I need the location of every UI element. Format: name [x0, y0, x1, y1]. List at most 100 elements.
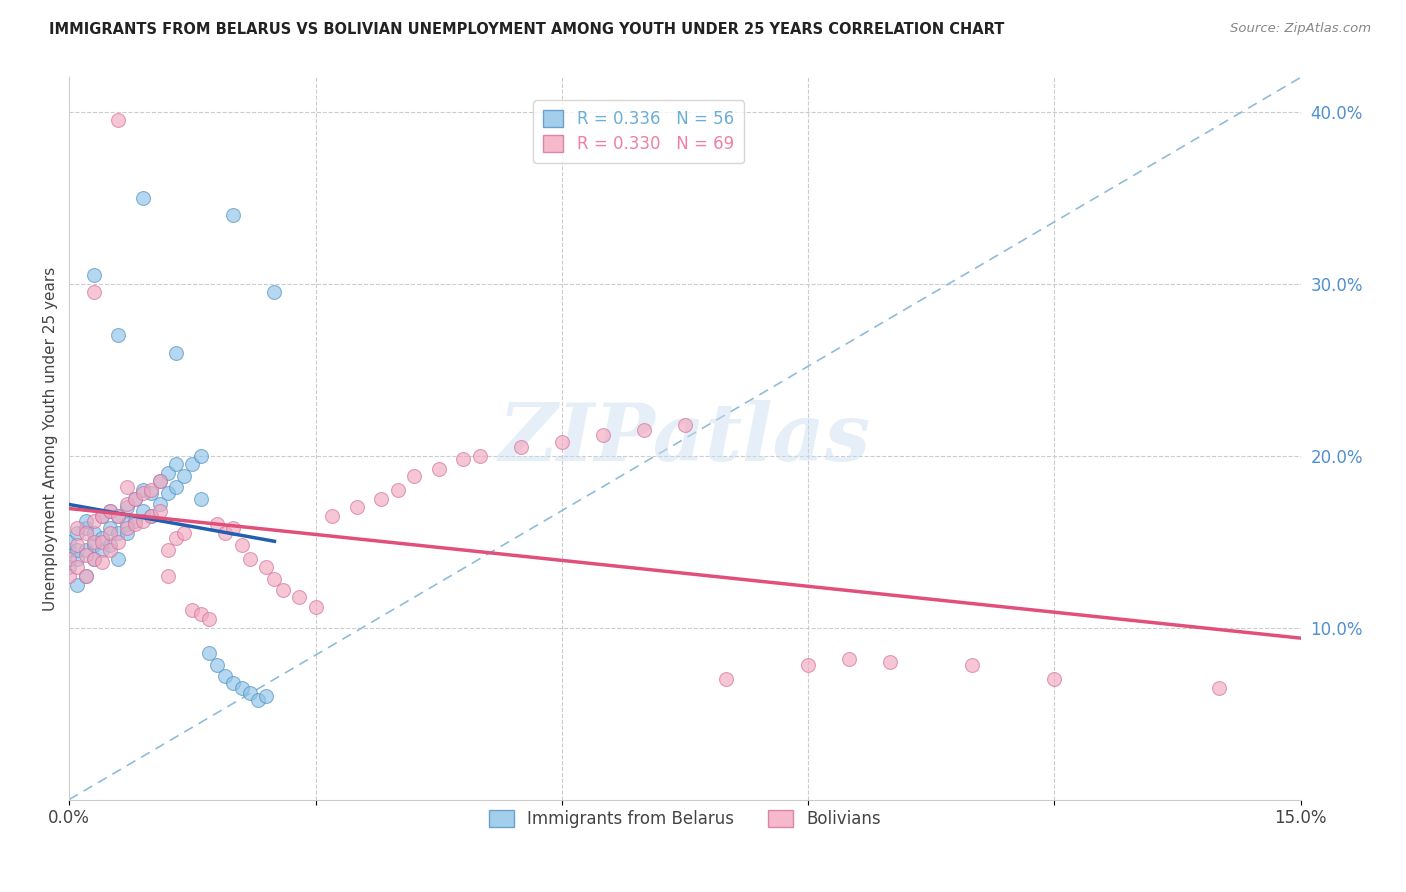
Point — [83, 268, 105, 282]
Point — [165, 457, 187, 471]
Point — [173, 469, 195, 483]
Point — [75, 543, 97, 558]
Point — [509, 440, 531, 454]
Point — [75, 521, 97, 535]
Point — [66, 521, 89, 535]
Point — [75, 526, 97, 541]
Point — [83, 551, 105, 566]
Point — [83, 285, 105, 300]
Point — [66, 538, 89, 552]
Point — [551, 434, 574, 449]
Point — [91, 508, 114, 523]
Point — [962, 658, 984, 673]
Point — [190, 607, 212, 621]
Point — [58, 551, 80, 566]
Point — [239, 551, 262, 566]
Point — [190, 449, 212, 463]
Point — [271, 582, 294, 597]
Point — [239, 686, 262, 700]
Point — [98, 538, 121, 552]
Point — [231, 538, 253, 552]
Point — [58, 560, 80, 574]
Point — [107, 551, 129, 566]
Point — [165, 531, 187, 545]
Point — [387, 483, 409, 497]
Point — [198, 612, 221, 626]
Point — [304, 599, 326, 614]
Point — [66, 551, 89, 566]
Point — [107, 113, 129, 128]
Point — [91, 531, 114, 545]
Point — [148, 475, 170, 489]
Point — [797, 658, 820, 673]
Point — [115, 521, 138, 535]
Point — [263, 573, 285, 587]
Point — [115, 480, 138, 494]
Point — [107, 508, 129, 523]
Point — [633, 423, 655, 437]
Point — [98, 526, 121, 541]
Point — [75, 569, 97, 583]
Point — [165, 345, 187, 359]
Point — [107, 508, 129, 523]
Point — [254, 690, 277, 704]
Point — [124, 517, 146, 532]
Point — [156, 486, 179, 500]
Point — [107, 534, 129, 549]
Point — [222, 675, 245, 690]
Point — [98, 504, 121, 518]
Point — [132, 483, 155, 497]
Point — [141, 483, 163, 497]
Point — [198, 646, 221, 660]
Point — [124, 491, 146, 506]
Point — [156, 569, 179, 583]
Point — [107, 526, 129, 541]
Point — [141, 508, 163, 523]
Point — [83, 526, 105, 541]
Text: IMMIGRANTS FROM BELARUS VS BOLIVIAN UNEMPLOYMENT AMONG YOUTH UNDER 25 YEARS CORR: IMMIGRANTS FROM BELARUS VS BOLIVIAN UNEM… — [49, 22, 1004, 37]
Point — [321, 508, 343, 523]
Point — [148, 475, 170, 489]
Point — [370, 491, 392, 506]
Point — [141, 486, 163, 500]
Point — [346, 500, 368, 515]
Point — [141, 508, 163, 523]
Point — [66, 560, 89, 574]
Point — [181, 603, 204, 617]
Text: ZIPatlas: ZIPatlas — [499, 400, 870, 477]
Point — [1208, 681, 1230, 695]
Point — [1043, 672, 1066, 686]
Point — [66, 526, 89, 541]
Point — [190, 491, 212, 506]
Point — [124, 514, 146, 528]
Point — [156, 466, 179, 480]
Point — [66, 577, 89, 591]
Point — [107, 328, 129, 343]
Point — [254, 560, 277, 574]
Point — [214, 669, 236, 683]
Point — [98, 504, 121, 518]
Point — [205, 658, 228, 673]
Point — [132, 486, 155, 500]
Point — [132, 191, 155, 205]
Point — [222, 521, 245, 535]
Point — [427, 462, 450, 476]
Point — [231, 681, 253, 695]
Point — [838, 651, 860, 665]
Point — [879, 655, 901, 669]
Point — [453, 452, 475, 467]
Point — [165, 480, 187, 494]
Point — [214, 526, 236, 541]
Point — [205, 517, 228, 532]
Point — [115, 517, 138, 532]
Point — [115, 500, 138, 515]
Point — [115, 526, 138, 541]
Point — [222, 208, 245, 222]
Legend: Immigrants from Belarus, Bolivians: Immigrants from Belarus, Bolivians — [482, 803, 887, 835]
Point — [673, 417, 696, 432]
Point — [714, 672, 737, 686]
Point — [83, 551, 105, 566]
Point — [66, 543, 89, 558]
Point — [91, 555, 114, 569]
Text: Source: ZipAtlas.com: Source: ZipAtlas.com — [1230, 22, 1371, 36]
